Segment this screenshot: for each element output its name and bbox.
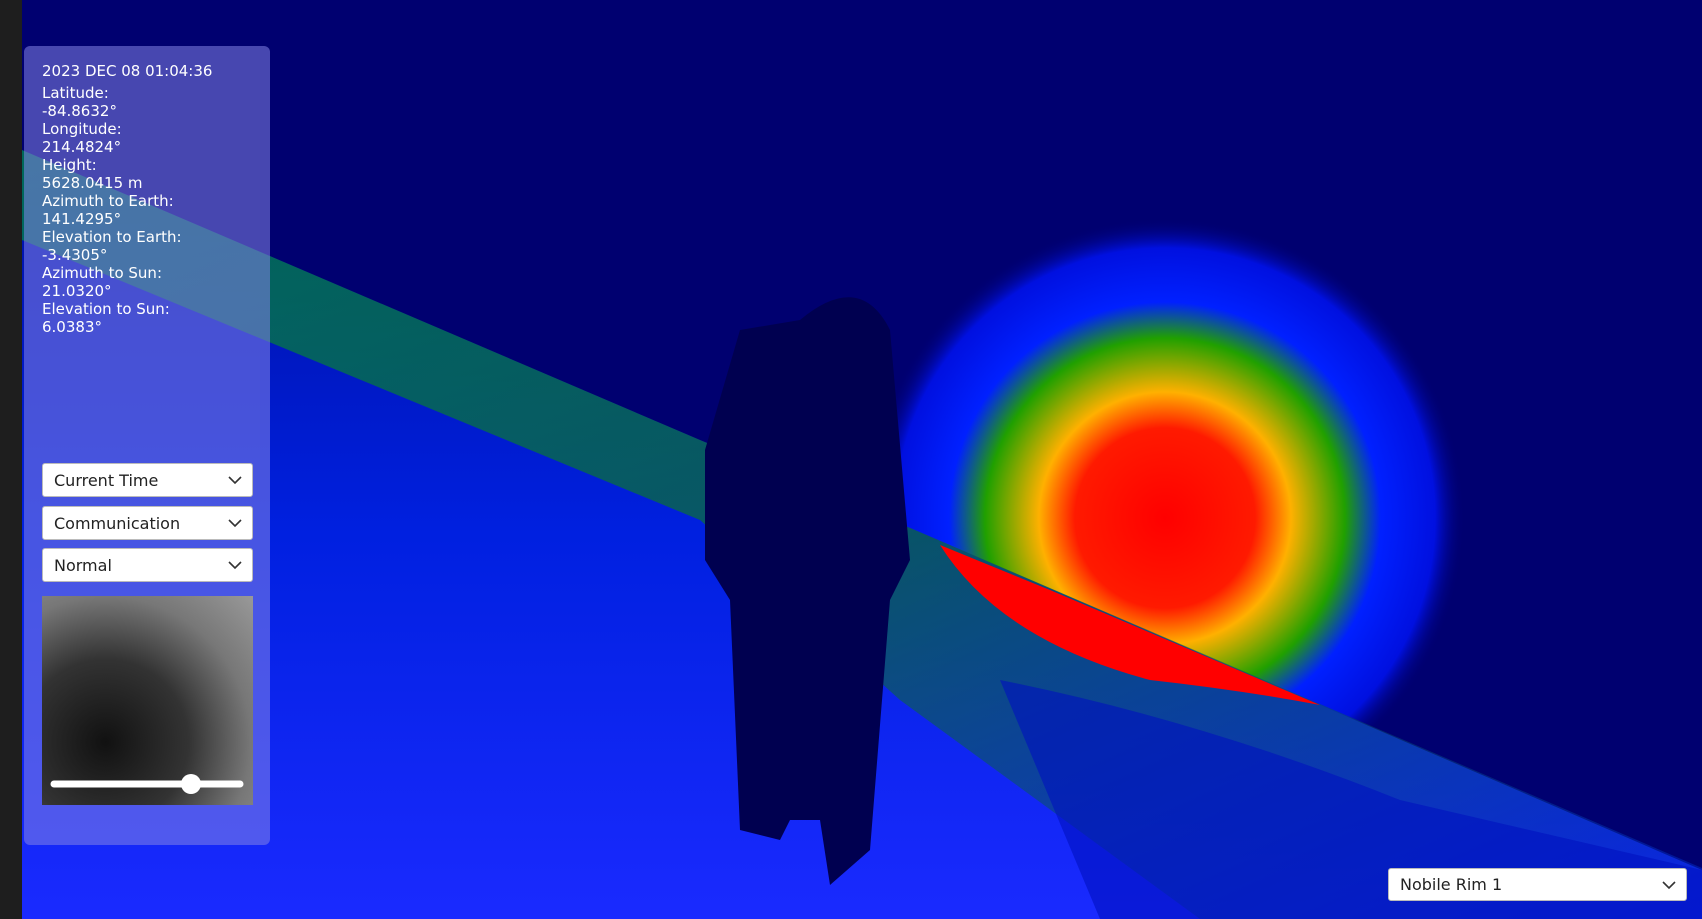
field-label: Height: (42, 156, 97, 174)
field-label: Elevation to Sun: (42, 300, 170, 318)
slider[interactable] (42, 596, 253, 805)
info-panel: 2023 DEC 08 01:04:36 Latitude: -84.8632° L… (24, 46, 270, 845)
dropdown[interactable]: Normal (42, 548, 253, 582)
dropdown-text: Normal (54, 555, 112, 575)
hot-spot (940, 545, 1320, 705)
field-label: Longitude: (42, 120, 122, 138)
dropdown-text: Communication (54, 513, 181, 533)
location-text: Nobile Rim 1 (1400, 875, 1503, 894)
field-value: -84.8632° (42, 102, 117, 120)
field-value: 5628.0415 m (42, 174, 143, 192)
dropdown[interactable]: Communication (42, 506, 253, 540)
field-value: 214.4824° (42, 138, 122, 156)
field-value: 141.4295° (42, 210, 122, 228)
chevron (228, 476, 242, 485)
field-value: 21.0320° (42, 282, 112, 300)
field-value: -3.4305° (42, 246, 108, 264)
shade (1000, 680, 1702, 919)
slider-thumb[interactable] (181, 774, 201, 794)
terrain-thumbnail (42, 596, 253, 805)
location-dropdown[interactable]: Nobile Rim 1 (1388, 868, 1687, 901)
sidebar-strip (0, 0, 22, 919)
field-label: Latitude: (42, 84, 109, 102)
dropdown-text: Current Time (54, 470, 159, 490)
chevron (1662, 880, 1676, 889)
chevron (228, 519, 242, 528)
datetime: 2023 DEC 08 01:04:36 (42, 62, 213, 80)
field-label: Elevation to Earth: (42, 228, 182, 246)
field-value: 6.0383° (42, 318, 102, 336)
field-label: Azimuth to Sun: (42, 264, 162, 282)
chevron (228, 561, 242, 570)
info-text: 2023 DEC 08 01:04:36 Latitude: -84.8632° L… (42, 62, 212, 336)
fields: Latitude: -84.8632° Longitude: 214.4824° Hei… (42, 84, 212, 336)
field-label: Azimuth to Earth: (42, 192, 174, 210)
dropdown[interactable]: Current Time (42, 463, 253, 497)
astronaut (705, 297, 910, 886)
